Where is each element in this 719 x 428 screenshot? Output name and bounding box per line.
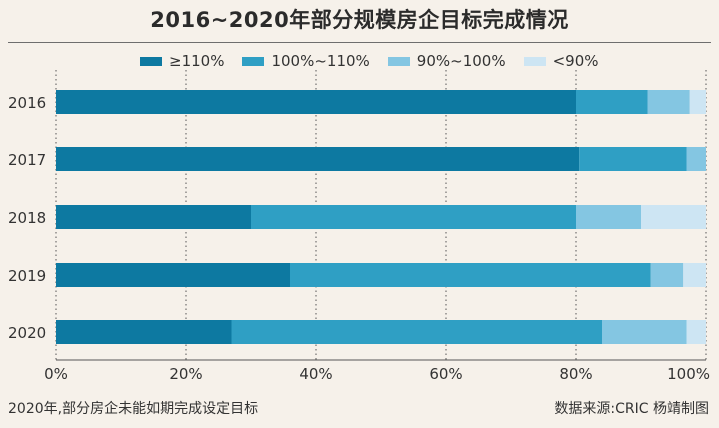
bar-segment bbox=[579, 147, 687, 171]
bar-segment bbox=[251, 205, 576, 229]
legend-swatch-90-100 bbox=[387, 56, 410, 66]
bar-segment bbox=[231, 320, 602, 344]
bar-segment bbox=[686, 320, 706, 344]
category-label: 2017 bbox=[8, 151, 46, 169]
x-tick-label: 100% bbox=[667, 365, 710, 383]
bar-segment bbox=[683, 263, 706, 287]
bar-segment bbox=[602, 320, 687, 344]
legend-item-100-110: 100%~110% bbox=[242, 52, 370, 70]
bar-segment bbox=[56, 320, 232, 344]
bar-segment bbox=[56, 90, 576, 114]
bar-segment bbox=[576, 90, 648, 114]
stacked-bar-chart: 2016 2017 2018 2019 2020 0% 20% 40% 60% 80% 100% bbox=[8, 70, 710, 383]
title-underline bbox=[8, 42, 711, 43]
legend-swatch-100-110 bbox=[242, 56, 265, 66]
chart-title: 2016~2020年部分规模房企目标完成情况 bbox=[150, 8, 569, 32]
bar-segment bbox=[56, 263, 290, 287]
legend-swatch-ge110 bbox=[140, 56, 162, 66]
chart-caption: 2020年,部分房企未能如期完成设定目标 bbox=[8, 401, 259, 417]
category-label: 2018 bbox=[8, 209, 46, 227]
legend-swatch-lt90 bbox=[523, 56, 546, 66]
category-label: 2020 bbox=[8, 324, 46, 342]
bar-segment bbox=[689, 90, 706, 114]
chart-source: 数据来源:CRIC 杨靖制图 bbox=[554, 401, 709, 417]
category-label: 2019 bbox=[8, 267, 46, 285]
x-tick-label: 40% bbox=[299, 365, 332, 383]
legend-item-ge110: ≥110% bbox=[140, 52, 224, 70]
bar-segment bbox=[650, 263, 684, 287]
bar-segment bbox=[647, 90, 690, 114]
x-tick-label: 80% bbox=[559, 365, 592, 383]
bar-segment bbox=[686, 147, 706, 171]
x-tick-label: 60% bbox=[429, 365, 462, 383]
x-tick-label: 20% bbox=[169, 365, 202, 383]
bar-segment bbox=[641, 205, 706, 229]
category-label: 2016 bbox=[8, 94, 46, 112]
legend-label-100-110: 100%~110% bbox=[271, 52, 370, 70]
legend-label-lt90: <90% bbox=[552, 52, 599, 70]
bar-segment bbox=[56, 205, 251, 229]
legend-item-lt90: <90% bbox=[523, 52, 599, 70]
legend-item-90-100: 90%~100% bbox=[387, 52, 506, 70]
legend: ≥110% 100%~110% 90%~100% <90% bbox=[140, 52, 617, 70]
x-tick-label: 0% bbox=[44, 365, 68, 383]
bar-segment bbox=[56, 147, 580, 171]
legend-label-ge110: ≥110% bbox=[169, 52, 225, 70]
legend-label-90-100: 90%~100% bbox=[416, 52, 506, 70]
bar-segment bbox=[290, 263, 651, 287]
bar-segment bbox=[576, 205, 641, 229]
